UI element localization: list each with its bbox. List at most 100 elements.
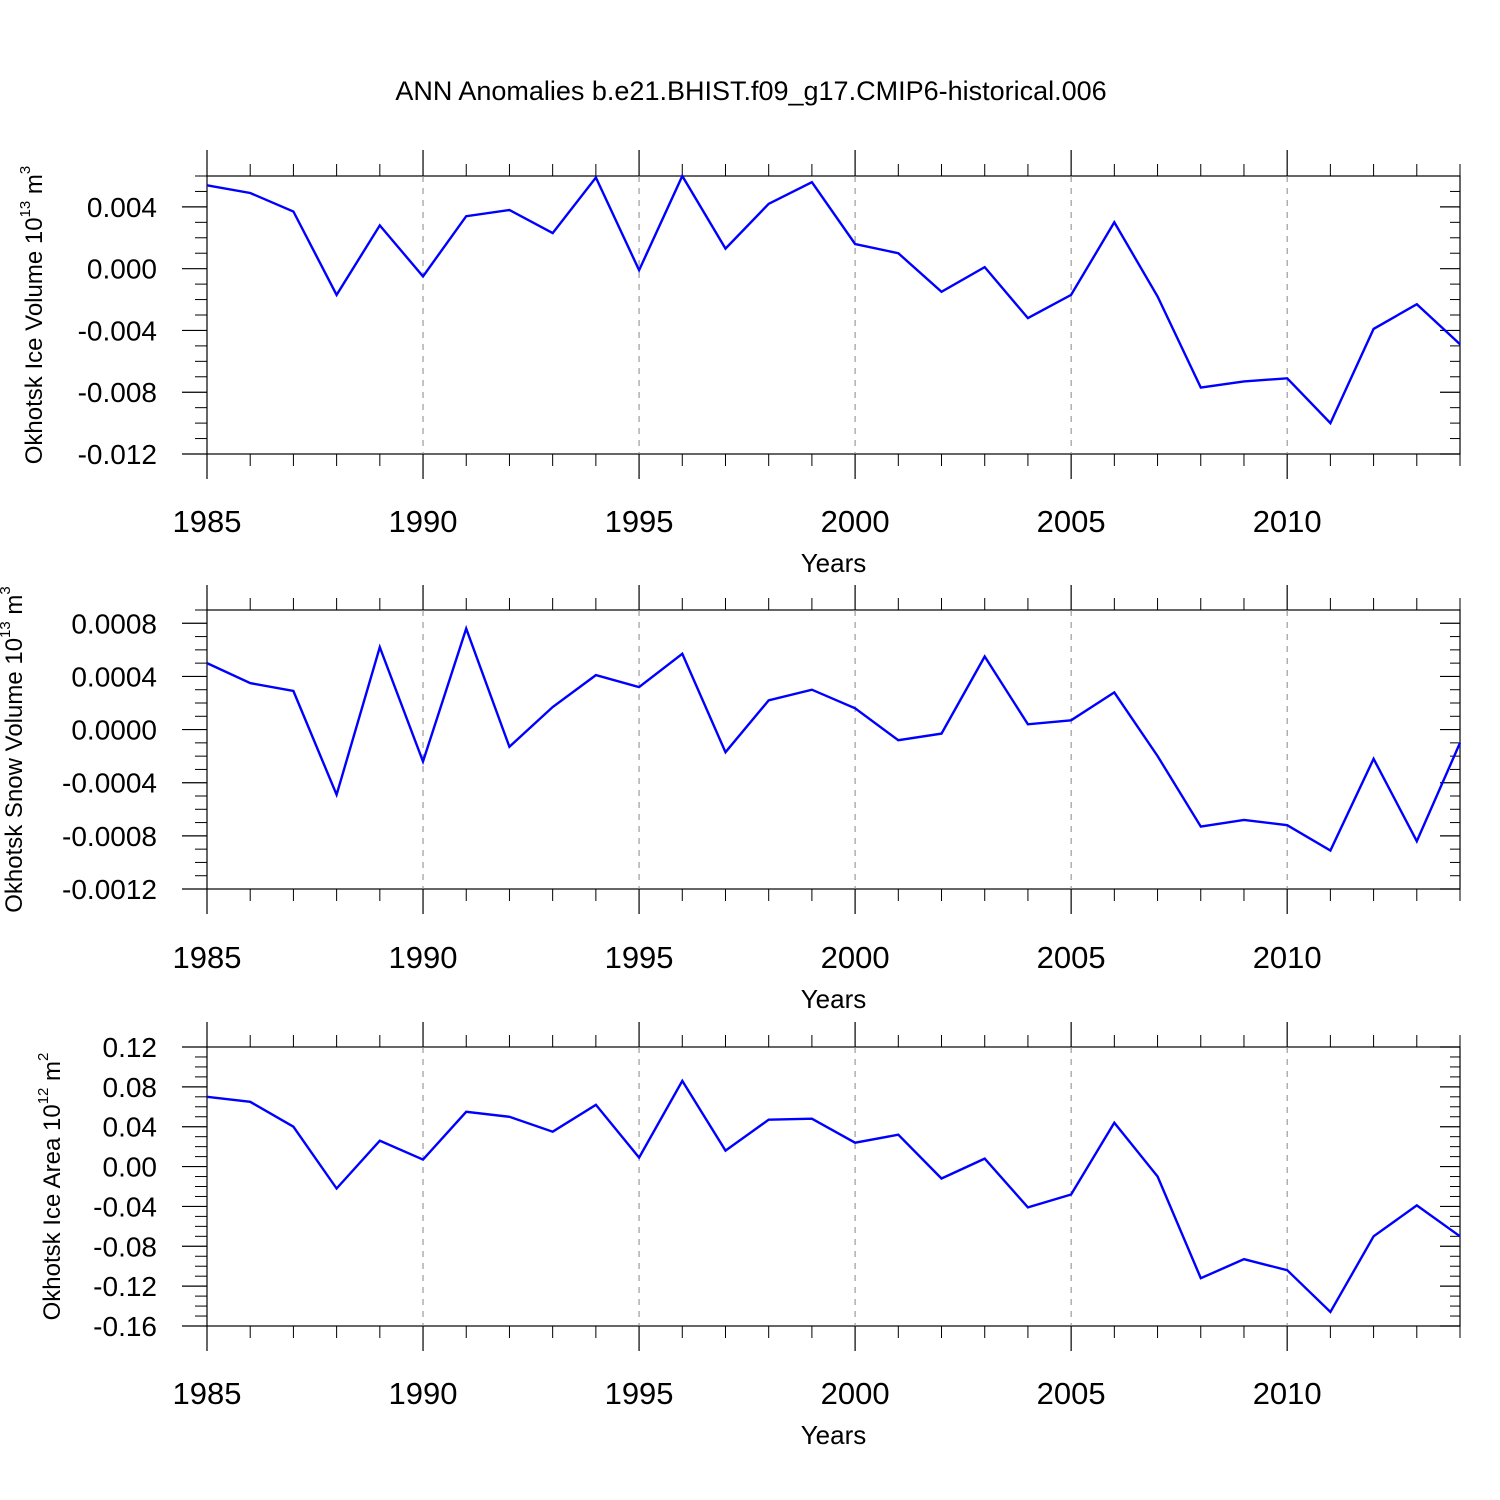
x-tick-label: 2010	[1253, 940, 1322, 975]
y-tick-label: -0.004	[78, 315, 157, 346]
data-point	[421, 759, 425, 763]
data-point	[1458, 741, 1462, 745]
data-point	[853, 242, 857, 246]
chart-panel-3: 1985 1990 1995 2000 2005 2010 Years 0.12 0.08 0.0…	[35, 1022, 1462, 1450]
series-line	[206, 173, 1461, 426]
data-point	[1242, 1257, 1246, 1261]
x-tick-label: 1990	[389, 1376, 458, 1411]
x-tick-label: 1990	[389, 504, 458, 539]
data-point	[1372, 757, 1376, 761]
y-axis-title-unit: m	[1, 595, 28, 622]
data-point	[1069, 718, 1073, 722]
data-point	[723, 750, 727, 754]
data-point	[896, 738, 900, 742]
data-point	[1069, 1192, 1073, 1196]
plot-frame	[206, 175, 1461, 455]
chart-panel-1: 1985 1990 1995 2000 2005 2010 Years 0.004 0.000 -…	[17, 150, 1461, 578]
y-tick-label: -0.0004	[62, 768, 157, 799]
data-point	[1199, 1276, 1203, 1280]
y-axis-title: Okhotsk Ice Area 1012 m2	[35, 1053, 66, 1321]
y-tick-label: 0.000	[87, 254, 157, 285]
y-tick-label: -0.0012	[62, 874, 157, 905]
x-tick-label: 1995	[605, 504, 674, 539]
data-point	[1372, 327, 1376, 331]
data-point	[1026, 1205, 1030, 1209]
data-point	[723, 1149, 727, 1153]
x-tick-label: 1985	[173, 1376, 242, 1411]
x-tick-label: 2010	[1253, 1376, 1322, 1411]
data-point	[637, 685, 641, 689]
data-point	[205, 183, 209, 187]
data-point	[291, 1125, 295, 1129]
data-point	[1415, 839, 1419, 843]
data-point	[464, 627, 468, 631]
y-tick-label: 0.004	[87, 192, 157, 223]
y-axis-title-text: Okhotsk Ice Area 10	[39, 1104, 66, 1320]
y-axis-title-text: Okhotsk Ice Volume 10	[21, 217, 48, 464]
data-point	[940, 732, 944, 736]
data-point	[464, 214, 468, 218]
data-point	[335, 293, 339, 297]
data-point	[767, 1118, 771, 1122]
x-tick-label: 1990	[389, 940, 458, 975]
data-point	[594, 673, 598, 677]
data-point	[205, 661, 209, 665]
data-point	[507, 208, 511, 212]
x-tick-label: 2010	[1253, 504, 1322, 539]
data-point	[248, 191, 252, 195]
data-point	[1285, 376, 1289, 380]
y-tick-label: 0.00	[103, 1152, 158, 1183]
y-axis-title-exponent: 13	[0, 621, 14, 638]
data-point	[205, 1095, 209, 1099]
x-axis-title: Years	[801, 1420, 867, 1450]
data-point	[594, 1103, 598, 1107]
plot-frame	[206, 609, 1461, 890]
data-point	[680, 174, 684, 178]
data-point	[507, 1115, 511, 1119]
data-point	[983, 1157, 987, 1161]
data-point	[1156, 1175, 1160, 1179]
data-point	[291, 689, 295, 693]
x-tick-label: 1985	[173, 504, 242, 539]
data-point	[378, 1139, 382, 1143]
chart-panel-2: 1985 1990 1995 2000 2005 2010 Years 0.0008 0.000…	[0, 585, 1462, 1014]
x-tick-label: 2000	[821, 1376, 890, 1411]
y-tick-label: -0.012	[78, 439, 157, 470]
data-point	[853, 1141, 857, 1145]
data-point	[1112, 1121, 1116, 1125]
chart-panels: 1985 1990 1995 2000 2005 2010 Years 0.004 0.000 -…	[0, 150, 1462, 1450]
data-point	[983, 655, 987, 659]
data-point	[983, 265, 987, 269]
data-point	[1415, 302, 1419, 306]
y-tick-label: -0.008	[78, 377, 157, 408]
data-point	[637, 268, 641, 272]
data-point	[1458, 1234, 1462, 1238]
y-tick-label: 0.04	[103, 1112, 158, 1143]
y-axis-title-text: Okhotsk Snow Volume 10	[1, 638, 28, 913]
x-tick-label: 2005	[1037, 940, 1106, 975]
data-point	[853, 706, 857, 710]
data-point	[378, 223, 382, 227]
data-point	[335, 793, 339, 797]
data-point	[896, 1133, 900, 1137]
y-tick-label: 0.12	[103, 1032, 158, 1063]
data-point	[421, 274, 425, 278]
data-point	[507, 745, 511, 749]
data-point	[680, 1079, 684, 1083]
x-tick-label: 2000	[821, 940, 890, 975]
data-point	[810, 688, 814, 692]
y-tick-label: -0.16	[93, 1311, 157, 1342]
data-point	[1415, 1203, 1419, 1207]
y-tick-label: 0.0008	[71, 608, 157, 639]
data-point	[1026, 722, 1030, 726]
y-axis-title-unit-exponent: 3	[0, 586, 14, 594]
data-point	[1069, 293, 1073, 297]
series-line	[206, 624, 1462, 853]
data-point	[1285, 823, 1289, 827]
data-point	[723, 247, 727, 251]
y-tick-label: -0.0008	[62, 821, 157, 852]
x-tick-label: 1995	[605, 940, 674, 975]
y-axis-title: Okhotsk Snow Volume 1013 m3	[0, 586, 28, 913]
chart-title: ANN Anomalies b.e21.BHIST.f09_g17.CMIP6-…	[395, 76, 1106, 106]
